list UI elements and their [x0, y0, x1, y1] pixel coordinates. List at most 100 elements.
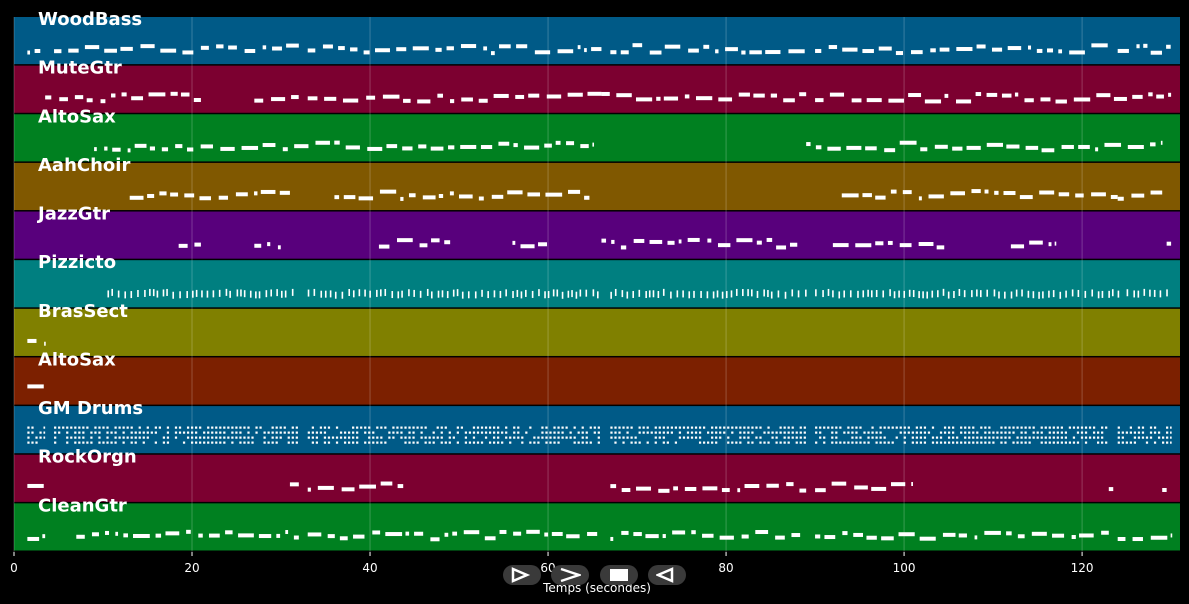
note	[1068, 426, 1072, 429]
note	[1040, 441, 1043, 444]
note	[380, 426, 383, 429]
note	[819, 426, 822, 429]
note	[1078, 144, 1090, 149]
rewind-button[interactable]	[648, 565, 686, 585]
note	[1141, 436, 1145, 439]
note	[911, 482, 913, 487]
note	[694, 436, 698, 439]
note	[670, 431, 673, 434]
note	[372, 436, 375, 439]
note	[847, 431, 850, 434]
note	[887, 240, 893, 245]
note	[770, 291, 773, 299]
note	[1101, 426, 1104, 429]
note	[528, 93, 540, 98]
note	[379, 189, 397, 194]
note	[614, 288, 617, 296]
note	[743, 426, 746, 429]
tick-label: 80	[718, 561, 733, 575]
note	[267, 441, 270, 444]
note	[70, 426, 73, 429]
forward-button[interactable]	[551, 565, 589, 585]
note	[620, 50, 629, 55]
note	[480, 441, 484, 444]
note	[823, 441, 826, 444]
note	[915, 441, 918, 444]
note	[1101, 436, 1104, 439]
note	[166, 436, 170, 439]
note	[1040, 436, 1043, 439]
note	[404, 426, 407, 429]
stop-button[interactable]	[600, 565, 638, 585]
note	[1004, 436, 1007, 439]
note	[682, 436, 686, 439]
note	[408, 289, 410, 297]
note	[1048, 431, 1051, 434]
note	[971, 290, 973, 298]
note	[1065, 290, 1067, 298]
note	[835, 426, 838, 429]
note	[549, 431, 552, 434]
note	[100, 99, 106, 104]
note	[260, 189, 276, 194]
note	[853, 532, 863, 537]
note	[499, 529, 507, 534]
note	[98, 441, 101, 444]
note	[690, 436, 694, 439]
note	[207, 431, 210, 434]
note	[911, 436, 914, 439]
note	[417, 99, 431, 104]
note	[1032, 436, 1035, 439]
note	[960, 431, 963, 434]
note	[481, 289, 483, 297]
note	[992, 431, 995, 434]
note	[138, 431, 141, 434]
note	[626, 291, 629, 299]
note	[678, 436, 682, 439]
note	[571, 290, 573, 298]
note	[193, 98, 201, 103]
note	[767, 426, 770, 429]
note	[787, 431, 790, 434]
note	[66, 431, 69, 434]
note	[1097, 441, 1100, 444]
note	[1020, 436, 1023, 439]
note	[1054, 241, 1057, 246]
note	[1133, 436, 1137, 439]
note	[509, 441, 512, 444]
note	[910, 50, 923, 55]
note	[448, 431, 451, 434]
note	[557, 49, 574, 54]
note	[323, 431, 327, 434]
note	[1075, 193, 1084, 198]
track-label: WoodBass	[38, 9, 142, 30]
note	[428, 441, 431, 444]
note	[243, 426, 246, 429]
note	[1024, 436, 1027, 439]
play-icon	[511, 567, 531, 583]
note	[694, 426, 698, 429]
note	[585, 436, 588, 439]
note	[1012, 431, 1015, 434]
note	[569, 436, 572, 439]
note	[923, 426, 927, 429]
note	[178, 431, 182, 434]
note	[154, 431, 157, 434]
note	[553, 426, 556, 429]
note	[827, 288, 830, 296]
note	[200, 144, 213, 149]
note	[751, 289, 753, 297]
play-button[interactable]	[503, 565, 541, 585]
note	[319, 426, 323, 429]
note	[227, 436, 230, 439]
note	[581, 441, 584, 444]
note	[968, 426, 971, 429]
note	[736, 238, 753, 243]
note	[976, 431, 979, 434]
note	[730, 290, 733, 298]
note	[952, 431, 955, 434]
note	[215, 426, 218, 429]
note	[867, 441, 870, 444]
note	[110, 441, 113, 444]
note	[424, 426, 427, 429]
